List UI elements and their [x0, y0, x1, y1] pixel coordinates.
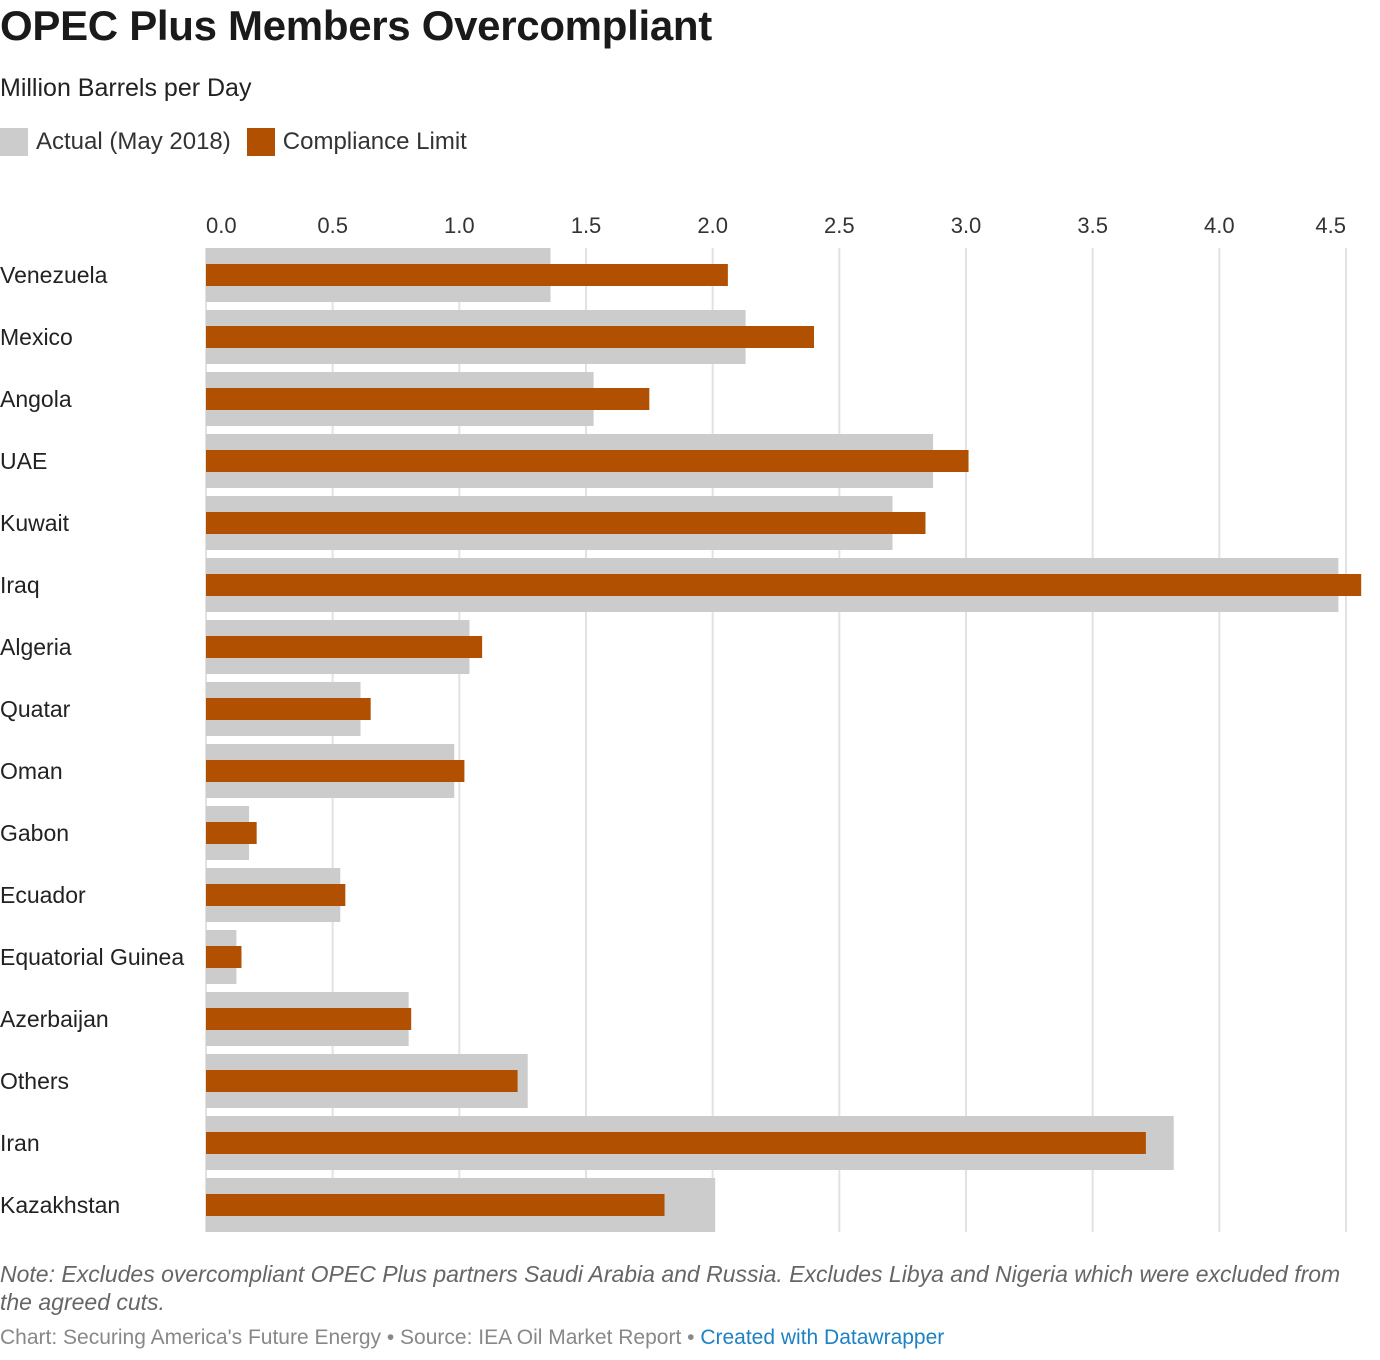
category-label: Others	[0, 1068, 69, 1094]
bar-compliance-limit	[206, 388, 650, 410]
chart-title: OPEC Plus Members Overcompliant	[0, 2, 712, 49]
legend-label-actual: Actual (May 2018)	[36, 128, 231, 155]
x-tick-label: 0.5	[317, 213, 348, 238]
x-tick-label: 4.5	[1315, 213, 1346, 238]
bar-compliance-limit	[206, 326, 814, 348]
bar-compliance-limit	[206, 450, 969, 472]
bar-compliance-limit	[206, 822, 257, 844]
legend-label-limit: Compliance Limit	[282, 128, 467, 155]
bar-compliance-limit	[206, 574, 1362, 596]
bar-compliance-limit	[206, 1132, 1146, 1154]
category-label: Ecuador	[0, 882, 86, 908]
legend: Actual (May 2018) Compliance Limit	[0, 128, 483, 156]
x-tick-label: 3.0	[951, 213, 982, 238]
chart-footer: Chart: Securing America's Future Energy …	[0, 1324, 944, 1352]
bar-compliance-limit	[206, 760, 465, 782]
x-tick-label: 2.5	[824, 213, 855, 238]
x-tick-label: 4.0	[1204, 213, 1235, 238]
bar-compliance-limit	[206, 946, 242, 968]
x-tick-label: 1.0	[444, 213, 475, 238]
x-tick-label: 0.0	[206, 213, 237, 238]
legend-swatch-limit	[246, 128, 275, 156]
x-tick-label: 2.0	[697, 213, 728, 238]
chart-subtitle: Million Barrels per Day	[0, 74, 252, 102]
category-label: Angola	[0, 386, 72, 412]
legend-item-limit: Compliance Limit	[246, 128, 467, 156]
category-label: Venezuela	[0, 262, 108, 288]
x-tick-label: 3.5	[1077, 213, 1108, 238]
category-label: Quatar	[0, 696, 71, 722]
bar-compliance-limit	[206, 1194, 665, 1216]
category-label: Oman	[0, 758, 63, 784]
bar-compliance-limit	[206, 884, 346, 906]
datawrapper-credit-link[interactable]: Created with Datawrapper	[700, 1326, 945, 1349]
category-label: Algeria	[0, 634, 72, 660]
category-label: Kuwait	[0, 510, 70, 536]
footer-source: Chart: Securing America's Future Energy …	[0, 1326, 701, 1349]
bar-compliance-limit	[206, 1008, 412, 1030]
bar-compliance-limit	[206, 512, 926, 534]
x-tick-label: 1.5	[571, 213, 602, 238]
legend-item-actual: Actual (May 2018)	[0, 128, 231, 156]
bar-chart: 0.0 0.5 1.0 1.5 2.0 2.5 3.0 3.5 4.0 4.5 Venezuela M…	[0, 213, 1362, 1232]
category-label: Equatorial Guinea	[0, 944, 184, 970]
category-label: Iran	[0, 1130, 40, 1156]
category-label: Mexico	[0, 324, 73, 350]
chart-note: Note: Excludes overcompliant OPEC Plus p…	[0, 1261, 1341, 1315]
category-label: Iraq	[0, 572, 40, 598]
category-label: Azerbaijan	[0, 1006, 109, 1032]
legend-swatch-actual	[0, 128, 28, 156]
category-label: Kazakhstan	[0, 1192, 120, 1218]
bar-compliance-limit	[206, 1070, 518, 1092]
category-label: Gabon	[0, 820, 69, 846]
bar-compliance-limit	[206, 264, 728, 286]
category-label: UAE	[0, 448, 47, 474]
bar-compliance-limit	[206, 636, 483, 658]
bar-compliance-limit	[206, 698, 371, 720]
